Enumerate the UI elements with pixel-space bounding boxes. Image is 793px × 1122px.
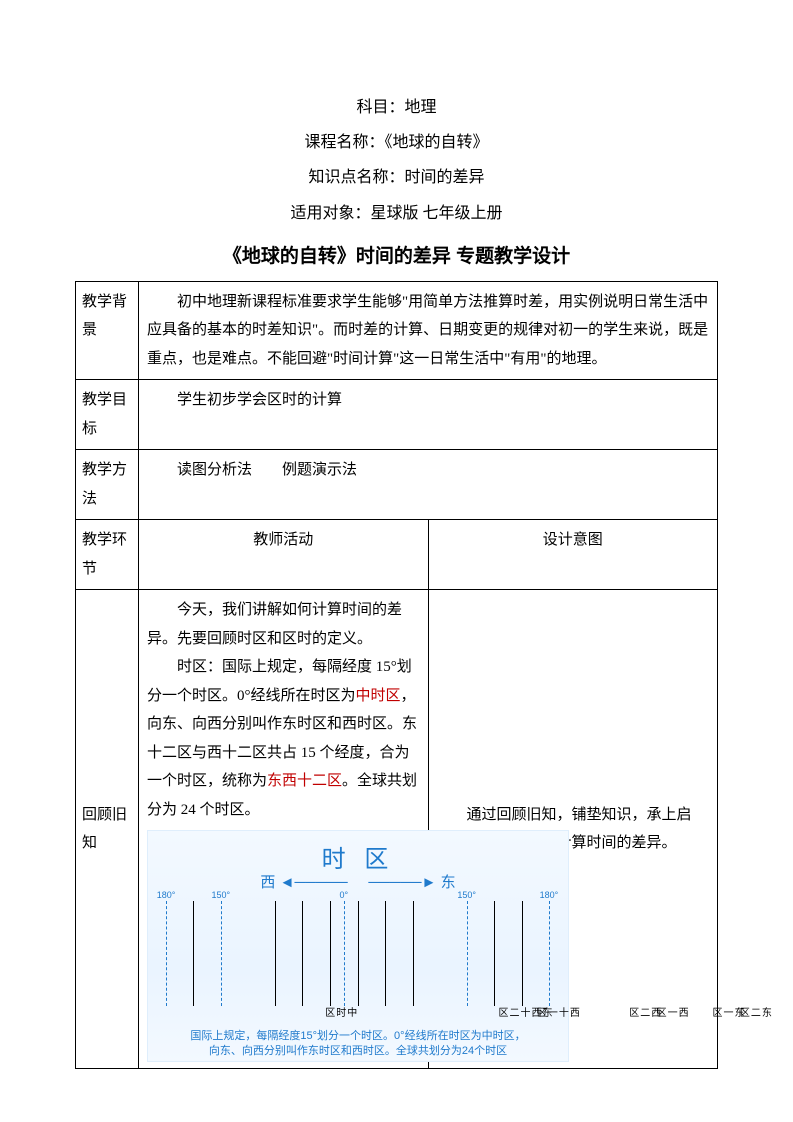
bg-label: 教学背景 bbox=[76, 281, 139, 380]
method-text: 读图分析法 例题演示法 bbox=[147, 456, 709, 485]
subject-label: 科目： bbox=[356, 99, 404, 116]
row-review: 回顾旧知 今天，我们讲解如何计算时间的差异。先要回顾时区和区时的定义。 时区：国… bbox=[76, 590, 718, 1069]
arrow-right-icon: ─────► bbox=[368, 874, 436, 891]
step-label: 教学环节 bbox=[76, 520, 139, 590]
line-180e: 180° bbox=[549, 901, 550, 1006]
line-150e: 150° bbox=[467, 901, 468, 1006]
review-p2b: 中时区 bbox=[356, 688, 401, 704]
caption-line2: 向东、向西分别叫作东时区和西时区。全球共划分为24个时区 bbox=[209, 1045, 507, 1057]
course-value: 《地球的自转》 bbox=[385, 134, 489, 151]
axis-west: 西 bbox=[260, 874, 275, 891]
target-value: 星球版 七年级上册 bbox=[371, 205, 503, 222]
review-p2d: 东西十二区 bbox=[267, 773, 342, 789]
axis-east: 东 bbox=[441, 874, 456, 891]
point-label: 知识点名称： bbox=[308, 169, 404, 186]
line-w1b bbox=[302, 901, 303, 1006]
step-hdr-right: 设计意图 bbox=[428, 520, 718, 590]
row-goal: 教学目标 学生初步学会区时的计算 bbox=[76, 380, 718, 450]
method-cell: 读图分析法 例题演示法 bbox=[139, 450, 718, 520]
review-label: 回顾旧知 bbox=[76, 590, 139, 1069]
diagram-caption: 国际上规定，每隔经度15°划分一个时区。0°经线所在时区为中时区， 向东、向西分… bbox=[158, 1029, 558, 1060]
line-150w: 150° bbox=[221, 901, 222, 1006]
point-value: 时间的差异 bbox=[405, 169, 485, 186]
method-label: 教学方法 bbox=[76, 450, 139, 520]
row-method: 教学方法 读图分析法 例题演示法 bbox=[76, 450, 718, 520]
line-e10b bbox=[494, 901, 495, 1006]
timezone-diagram: 时 区 西 ◄───── ─────► 东 180° 东西十二区 西十一区 15… bbox=[147, 830, 569, 1062]
course-label: 课程名称： bbox=[304, 134, 384, 151]
line-mide bbox=[358, 901, 359, 1006]
line-e2b bbox=[413, 901, 414, 1006]
bg-text: 初中地理新课程标准要求学生能够"用简单方法推算时差，用实例说明日常生活中应具备的… bbox=[147, 288, 709, 374]
goal-label: 教学目标 bbox=[76, 380, 139, 450]
lesson-table: 教学背景 初中地理新课程标准要求学生能够"用简单方法推算时差，用实例说明日常生活… bbox=[75, 281, 718, 1070]
diagram-lines: 180° 东西十二区 西十一区 150° 西二区 西一区 0°中时区 bbox=[166, 901, 550, 1006]
lbl-ew12b: 东西十二区 bbox=[523, 1007, 793, 1017]
page-title: 《地球的自转》时间的差异 专题教学设计 bbox=[75, 239, 718, 275]
header-subject: 科目：地理 bbox=[75, 90, 718, 125]
header-course: 课程名称：《地球的自转》 bbox=[75, 125, 718, 160]
review-cell: 今天，我们讲解如何计算时间的差异。先要回顾时区和区时的定义。 时区：国际上规定，… bbox=[139, 590, 429, 1069]
target-label: 适用对象： bbox=[290, 205, 370, 222]
header-point: 知识点名称：时间的差异 bbox=[75, 160, 718, 195]
row-background: 教学背景 初中地理新课程标准要求学生能够"用简单方法推算时差，用实例说明日常生活… bbox=[76, 281, 718, 380]
goal-text: 学生初步学会区时的计算 bbox=[147, 386, 709, 415]
line-e1b bbox=[385, 901, 386, 1006]
line-w2b bbox=[275, 901, 276, 1006]
header-block: 科目：地理 课程名称：《地球的自转》 知识点名称：时间的差异 适用对象：星球版 … bbox=[75, 90, 718, 231]
caption-line1: 国际上规定，每隔经度15°划分一个时区。0°经线所在时区为中时区， bbox=[190, 1030, 525, 1042]
review-p1: 今天，我们讲解如何计算时间的差异。先要回顾时区和区时的定义。 bbox=[147, 596, 420, 653]
lbl-mid: 中时区 bbox=[332, 1007, 356, 1017]
goal-cell: 学生初步学会区时的计算 bbox=[139, 380, 718, 450]
line-w11b bbox=[193, 901, 194, 1006]
bg-cell: 初中地理新课程标准要求学生能够"用简单方法推算时差，用实例说明日常生活中应具备的… bbox=[139, 281, 718, 380]
review-p2: 时区：国际上规定，每隔经度 15°划分一个时区。0°经线所在时区为中时区，向东、… bbox=[147, 653, 420, 824]
line-180w: 180° bbox=[166, 901, 167, 1006]
line-midw bbox=[330, 901, 331, 1006]
step-hdr-mid: 教师活动 bbox=[139, 520, 429, 590]
subject-value: 地理 bbox=[405, 99, 437, 116]
line-e11b bbox=[522, 901, 523, 1006]
page: 科目：地理 课程名称：《地球的自转》 知识点名称：时间的差异 适用对象：星球版 … bbox=[0, 0, 793, 1122]
header-target: 适用对象：星球版 七年级上册 bbox=[75, 196, 718, 231]
line-0: 0°中时区 bbox=[344, 901, 345, 1006]
row-step-header: 教学环节 教师活动 设计意图 bbox=[76, 520, 718, 590]
